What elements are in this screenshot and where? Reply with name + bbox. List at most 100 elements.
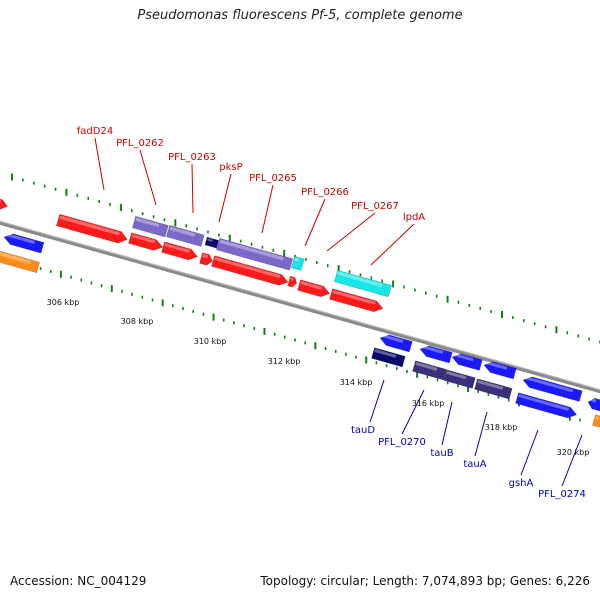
gene-PFL_0263-shape: [204, 236, 220, 249]
gene-blue-c-shine: [453, 352, 474, 362]
gene-PFL_0265-shape: [291, 255, 305, 271]
gene-orange-left-shape: [0, 248, 40, 274]
gene-label-PFL_0265-label[interactable]: PFL_0265: [249, 173, 297, 184]
gene-label-tauB-leader: [441, 401, 453, 446]
gene-red-e-shape: [287, 275, 298, 288]
gene-red-f-shine: [300, 280, 323, 290]
gene-label-PFL_0274-leader: [561, 434, 583, 487]
gene-blue-d-shine: [485, 360, 508, 370]
gene-label-PFL_0267-leader: [326, 212, 376, 252]
gene-blue-right[interactable]: [587, 397, 600, 412]
gene-gshA-shine: [518, 393, 570, 411]
gene-red-c-shine: [202, 253, 209, 259]
gene-PFL_0267[interactable]: [334, 269, 392, 298]
gene-fadD24-shape: [56, 213, 128, 244]
label-leader-lines: [94, 137, 583, 487]
gene-blue-b[interactable]: [419, 344, 453, 364]
gene-blue-right-shine: [589, 397, 597, 403]
gene-label-PFL_0266-leader: [304, 198, 326, 247]
gene-red-c[interactable]: [199, 252, 215, 267]
gene-red-f[interactable]: [297, 279, 332, 299]
gene-label-PFL_0262-label[interactable]: PFL_0262: [116, 138, 164, 149]
genome-backbone: [0, 220, 600, 394]
gene-tauD-arrow[interactable]: [379, 333, 413, 353]
gene-orange-left[interactable]: [0, 248, 40, 274]
outer-tick-row: [11, 173, 600, 344]
gene-label-PFL_0266-label[interactable]: PFL_0266: [301, 187, 349, 198]
gene-tauD-arrow-shine: [381, 333, 404, 343]
gene-tauB[interactable]: [443, 369, 476, 389]
gene-tauD-arrow-shape: [379, 334, 413, 353]
gene-label-gshA-leader: [520, 429, 539, 476]
gene-label-tauA-label[interactable]: tauA: [463, 459, 486, 470]
scale-label-306-kbp: 306 kbp: [47, 298, 80, 307]
gene-pksP-shape: [216, 237, 294, 271]
gene-label-PFL_0270-label[interactable]: PFL_0270: [378, 437, 426, 448]
gene-orange-right-shine: [595, 415, 599, 420]
gene-blue-left-shine: [5, 232, 36, 245]
gene-PFL_0267-shape: [334, 269, 392, 298]
scale-label-314-kbp: 314 kbp: [340, 378, 373, 387]
gene-red-d-shape: [211, 255, 289, 286]
gene-gshA-arrow-shine: [524, 375, 574, 393]
gene-label-PFL_0263-label[interactable]: PFL_0263: [168, 152, 216, 163]
gene-PFL_0262-a[interactable]: [132, 215, 169, 238]
gene-tauA[interactable]: [474, 378, 513, 400]
gene-blue-c-shape: [451, 353, 483, 371]
gene-label-PFL_0262-leader: [139, 149, 157, 206]
gene-blue-d[interactable]: [483, 360, 517, 380]
gene-PFL_0263[interactable]: [204, 236, 220, 249]
gene-PFL_0270[interactable]: [412, 360, 447, 381]
gene-PFL_0270-shape: [412, 360, 447, 381]
gene-label-PFL_0274-label[interactable]: PFL_0274: [538, 489, 586, 500]
gene-tauB-shine: [446, 370, 467, 380]
gene-label-fadD24-label[interactable]: fadD24: [77, 126, 113, 137]
genome-backbone-highlight: [0, 220, 600, 391]
gene-PFL_0262-b[interactable]: [166, 224, 205, 247]
gene-red-a-shape: [128, 232, 164, 251]
gene-red-c-shape: [199, 252, 213, 266]
gene-red-edge[interactable]: [0, 196, 9, 211]
gene-blue-c[interactable]: [451, 352, 483, 371]
scale-label-310-kbp: 310 kbp: [194, 337, 227, 346]
gene-label-lpdA-label[interactable]: lpdA: [403, 212, 425, 223]
gene-gshA[interactable]: [515, 392, 579, 420]
gene-label-tauB-label[interactable]: tauB: [430, 448, 453, 459]
gene-orange-left-shine: [0, 249, 31, 264]
gene-red-e[interactable]: [287, 275, 298, 288]
gene-blue-b-shine: [421, 344, 444, 354]
gene-PFL_0262-a-shine: [135, 217, 160, 228]
gene-red-d[interactable]: [211, 255, 290, 288]
gene-label-fadD24-leader: [94, 137, 105, 191]
gene-red-a[interactable]: [128, 232, 165, 253]
gene-label-gshA-label[interactable]: gshA: [509, 478, 534, 489]
gene-PFL_0262-b-shape: [166, 224, 205, 247]
gene-blue-left[interactable]: [3, 232, 45, 254]
scale-label-318-kbp: 318 kbp: [485, 423, 518, 432]
gene-label-tauD-label[interactable]: tauD: [351, 425, 375, 436]
gene-PFL_0262-b-shine: [169, 226, 196, 237]
gene-label-pksP-label[interactable]: pksP: [219, 162, 242, 173]
gene-orange-right[interactable]: [592, 414, 600, 428]
gene-blue-b-shape: [419, 345, 453, 364]
gene-PFL_0265-shine: [294, 257, 300, 262]
scale-label-312-kbp: 312 kbp: [268, 357, 301, 366]
gene-tauB-shape: [443, 369, 476, 389]
gene-lpdA[interactable]: [329, 288, 385, 314]
gene-red-f-shape: [297, 279, 331, 298]
gene-label-PFL_0265-leader: [261, 184, 274, 234]
gene-red-e-shine: [290, 277, 294, 281]
gene-tauD[interactable]: [371, 347, 406, 368]
gene-label-PFL_0267-label[interactable]: PFL_0267: [351, 201, 399, 212]
gene-label-PFL_0270-leader: [401, 389, 425, 435]
scale-label-320-kbp: 320 kbp: [557, 448, 590, 457]
gene-red-b[interactable]: [161, 241, 200, 262]
gene-gshA-arrow[interactable]: [522, 375, 583, 402]
gene-pksP[interactable]: [216, 237, 294, 271]
gene-lpdA-shine: [332, 289, 376, 305]
gene-PFL_0265[interactable]: [291, 255, 305, 271]
gene-PFL_0262-a-shape: [132, 215, 169, 238]
gene-fadD24[interactable]: [56, 213, 129, 245]
